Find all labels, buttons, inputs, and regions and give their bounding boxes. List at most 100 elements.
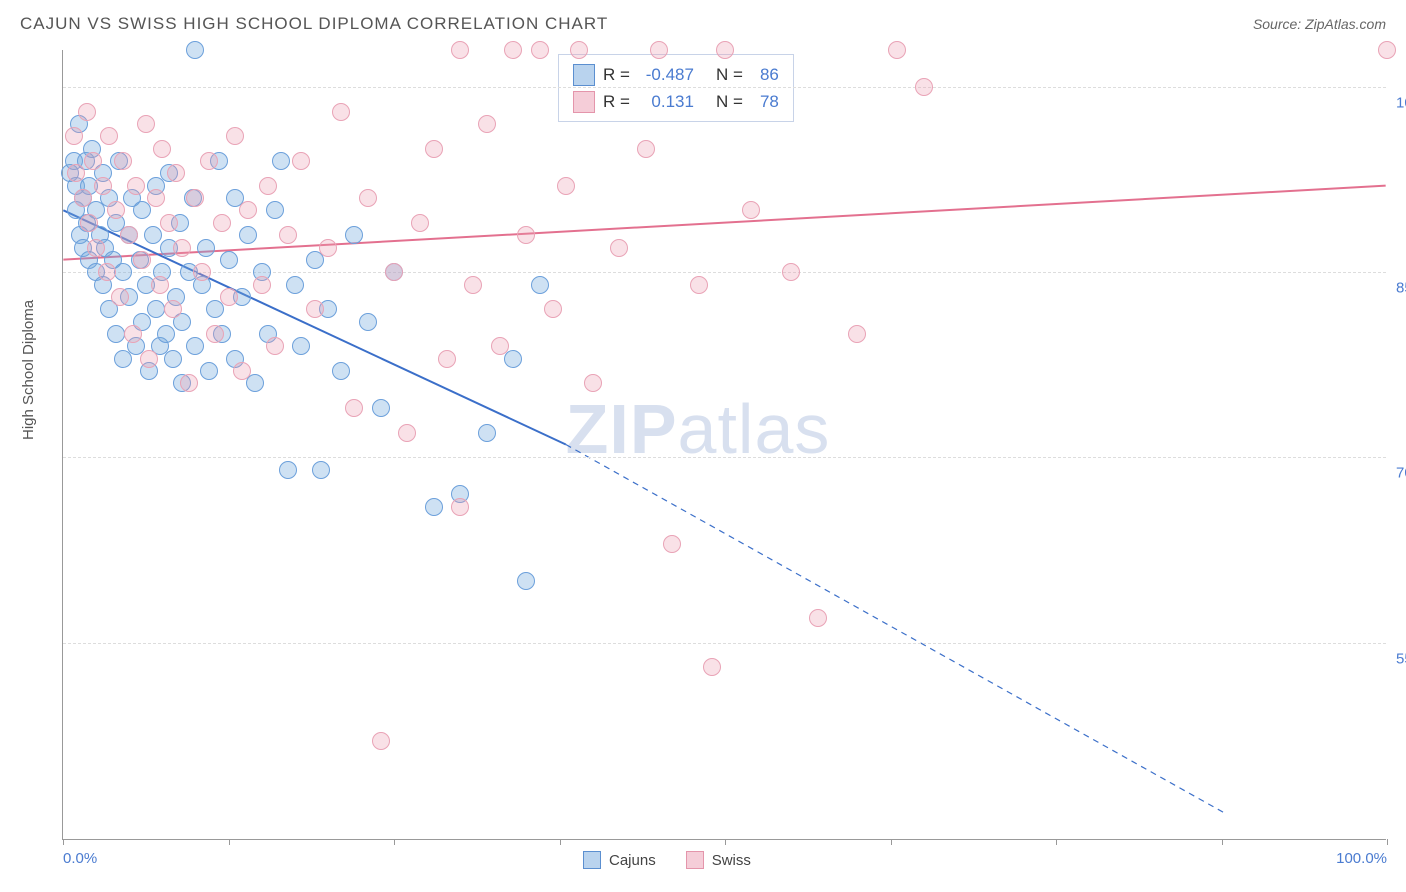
data-point-cajuns — [246, 374, 264, 392]
data-point-cajuns — [292, 337, 310, 355]
data-point-swiss — [915, 78, 933, 96]
y-tick-label: 85.0% — [1396, 280, 1406, 297]
data-point-swiss — [137, 115, 155, 133]
data-point-cajuns — [312, 461, 330, 479]
data-point-swiss — [464, 276, 482, 294]
source-label: Source: ZipAtlas.com — [1253, 16, 1386, 32]
data-point-swiss — [584, 374, 602, 392]
data-point-swiss — [160, 214, 178, 232]
data-point-swiss — [451, 498, 469, 516]
data-point-swiss — [544, 300, 562, 318]
x-tick-label: 100.0% — [1336, 850, 1387, 867]
legend-swatch — [686, 851, 704, 869]
data-point-cajuns — [332, 362, 350, 380]
data-point-cajuns — [144, 226, 162, 244]
data-point-swiss — [233, 362, 251, 380]
data-point-cajuns — [220, 251, 238, 269]
legend-r-label: R = — [603, 88, 630, 115]
data-point-swiss — [332, 103, 350, 121]
data-point-swiss — [451, 41, 469, 59]
data-point-swiss — [173, 239, 191, 257]
x-tick-mark — [1387, 839, 1388, 845]
data-point-swiss — [650, 41, 668, 59]
data-point-cajuns — [478, 424, 496, 442]
legend-swatch — [573, 91, 595, 113]
gridline-h — [63, 457, 1386, 458]
data-point-swiss — [253, 276, 271, 294]
data-point-swiss — [94, 177, 112, 195]
data-point-swiss — [167, 164, 185, 182]
data-point-swiss — [306, 300, 324, 318]
trend-lines — [63, 50, 1386, 839]
data-point-swiss — [200, 152, 218, 170]
data-point-swiss — [74, 189, 92, 207]
data-point-cajuns — [425, 498, 443, 516]
data-point-cajuns — [164, 350, 182, 368]
x-tick-mark — [63, 839, 64, 845]
data-point-swiss — [220, 288, 238, 306]
data-point-cajuns — [504, 350, 522, 368]
data-point-swiss — [425, 140, 443, 158]
data-point-cajuns — [359, 313, 377, 331]
x-tick-mark — [560, 839, 561, 845]
data-point-cajuns — [186, 337, 204, 355]
x-tick-mark — [229, 839, 230, 845]
data-point-swiss — [87, 239, 105, 257]
data-point-cajuns — [372, 399, 390, 417]
data-point-swiss — [107, 201, 125, 219]
data-point-swiss — [531, 41, 549, 59]
data-point-swiss — [1378, 41, 1396, 59]
x-tick-mark — [1222, 839, 1223, 845]
legend-n-value: 86 — [751, 61, 779, 88]
y-tick-label: 100.0% — [1396, 95, 1406, 112]
data-point-cajuns — [531, 276, 549, 294]
legend-n-value: 78 — [751, 88, 779, 115]
data-point-swiss — [809, 609, 827, 627]
data-point-swiss — [259, 177, 277, 195]
legend-row: R = -0.487 N = 86 — [573, 61, 779, 88]
data-point-swiss — [491, 337, 509, 355]
legend-r-label: R = — [603, 61, 630, 88]
correlation-legend: R =-0.487N =86R =0.131N =78 — [558, 54, 794, 122]
legend-n-label: N = — [716, 88, 743, 115]
data-point-cajuns — [107, 325, 125, 343]
data-point-swiss — [848, 325, 866, 343]
trend-line-cajuns-dashed — [566, 445, 1227, 815]
data-point-swiss — [266, 337, 284, 355]
trend-line-swiss — [63, 186, 1385, 260]
data-point-cajuns — [186, 41, 204, 59]
data-point-swiss — [557, 177, 575, 195]
data-point-cajuns — [114, 263, 132, 281]
data-point-cajuns — [517, 572, 535, 590]
data-point-swiss — [637, 140, 655, 158]
data-point-swiss — [517, 226, 535, 244]
data-point-swiss — [716, 41, 734, 59]
data-point-swiss — [279, 226, 297, 244]
data-point-cajuns — [157, 325, 175, 343]
legend-series-label: Cajuns — [609, 852, 656, 869]
legend-series-label: Swiss — [712, 852, 751, 869]
legend-n-label: N = — [716, 61, 743, 88]
data-point-swiss — [213, 214, 231, 232]
data-point-swiss — [127, 177, 145, 195]
data-point-swiss — [78, 103, 96, 121]
data-point-swiss — [411, 214, 429, 232]
x-tick-mark — [394, 839, 395, 845]
data-point-swiss — [570, 41, 588, 59]
gridline-h — [63, 643, 1386, 644]
data-point-swiss — [504, 41, 522, 59]
y-tick-label: 55.0% — [1396, 650, 1406, 667]
data-point-cajuns — [272, 152, 290, 170]
data-point-swiss — [124, 325, 142, 343]
chart-title: CAJUN VS SWISS HIGH SCHOOL DIPLOMA CORRE… — [20, 14, 608, 34]
data-point-swiss — [153, 140, 171, 158]
legend-r-value: -0.487 — [638, 61, 694, 88]
data-point-swiss — [140, 350, 158, 368]
chart-plot-area: ZIPatlas R =-0.487N =86R =0.131N =78 Caj… — [62, 50, 1386, 840]
data-point-swiss — [65, 127, 83, 145]
data-point-swiss — [151, 276, 169, 294]
bottom-legend-item: Swiss — [686, 851, 751, 869]
data-point-swiss — [292, 152, 310, 170]
data-point-swiss — [80, 214, 98, 232]
data-point-cajuns — [279, 461, 297, 479]
